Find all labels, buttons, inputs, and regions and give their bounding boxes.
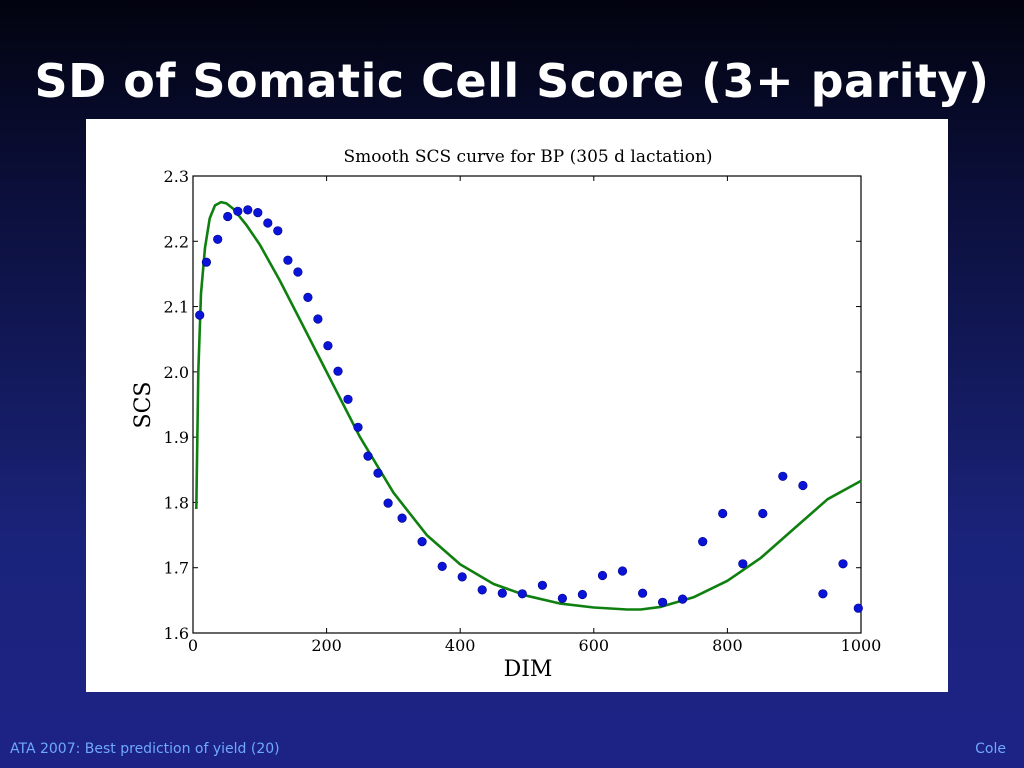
- data-point: [477, 585, 487, 595]
- data-point: [303, 292, 313, 302]
- data-point: [637, 588, 648, 598]
- x-axis-ticks: 0 200 400 600 800 1000: [188, 176, 881, 655]
- y-axis-label: SCS: [131, 382, 156, 429]
- data-point: [273, 226, 283, 236]
- x-tick-label: 800: [712, 636, 743, 655]
- data-point: [597, 570, 608, 581]
- y-tick-label: 1.8: [164, 493, 189, 512]
- data-point: [195, 310, 205, 320]
- data-point: [698, 537, 708, 547]
- x-tick-label: 200: [311, 636, 342, 655]
- data-point: [343, 394, 353, 404]
- data-point: [537, 580, 548, 590]
- data-point: [497, 588, 507, 598]
- y-tick-label: 2.1: [164, 298, 189, 317]
- data-point: [293, 267, 303, 277]
- data-point: [718, 508, 728, 519]
- y-tick-label: 1.6: [164, 624, 189, 643]
- data-point: [657, 597, 668, 607]
- data-point: [333, 366, 343, 376]
- chart-title: Smooth SCS curve for BP (305 d lactation…: [343, 147, 712, 167]
- fitted-curve-line: [195, 200, 862, 611]
- data-point: [243, 205, 253, 215]
- data-point: [617, 566, 628, 576]
- data-point: [778, 471, 788, 481]
- footer-author: Cole: [975, 741, 1006, 757]
- data-point: [223, 211, 233, 222]
- data-point: [313, 314, 323, 324]
- data-point: [253, 207, 263, 218]
- x-tick-label: 0: [188, 636, 198, 655]
- data-point: [853, 603, 863, 613]
- data-point: [353, 422, 363, 432]
- data-point: [758, 508, 768, 519]
- y-tick-label: 2.3: [164, 167, 189, 186]
- data-point: [738, 559, 748, 569]
- data-point: [798, 480, 808, 491]
- data-point: [818, 589, 828, 599]
- plot-frame: [192, 175, 862, 634]
- data-point: [417, 537, 427, 547]
- data-point: [577, 589, 588, 600]
- data-point: [373, 468, 383, 478]
- y-tick-label: 1.7: [164, 559, 189, 578]
- data-point: [517, 589, 527, 599]
- x-tick-label: 1000: [841, 636, 882, 655]
- data-point: [457, 572, 467, 582]
- data-point: [383, 498, 393, 508]
- data-point: [201, 257, 211, 267]
- data-point: [363, 451, 373, 461]
- data-point: [233, 206, 243, 216]
- slide-title: SD of Somatic Cell Score (3+ parity): [34, 54, 990, 108]
- series-layer: [195, 200, 863, 613]
- data-point: [838, 559, 848, 569]
- data-point: [323, 341, 333, 351]
- data-point: [397, 513, 407, 523]
- data-point: [263, 218, 273, 228]
- x-tick-label: 400: [445, 636, 476, 655]
- data-point: [437, 561, 447, 572]
- chart-figure: Smooth SCS curve for BP (305 d lactation…: [86, 119, 948, 692]
- x-tick-label: 600: [579, 636, 610, 655]
- y-tick-label: 2.2: [164, 232, 189, 251]
- data-point: [557, 593, 568, 604]
- data-point: [283, 255, 293, 265]
- x-axis-label: DIM: [504, 657, 553, 682]
- data-point: [677, 594, 688, 604]
- data-point: [213, 234, 223, 244]
- y-tick-label: 2.0: [164, 363, 189, 382]
- y-axis-ticks: 1.6 1.7 1.8 1.9 2.0 2.1 2.2 2.3: [164, 167, 861, 643]
- y-tick-label: 1.9: [164, 428, 189, 447]
- chart-svg: Smooth SCS curve for BP (305 d lactation…: [131, 147, 881, 682]
- footer-presentation: ATA 2007: Best prediction of yield (20): [10, 741, 280, 757]
